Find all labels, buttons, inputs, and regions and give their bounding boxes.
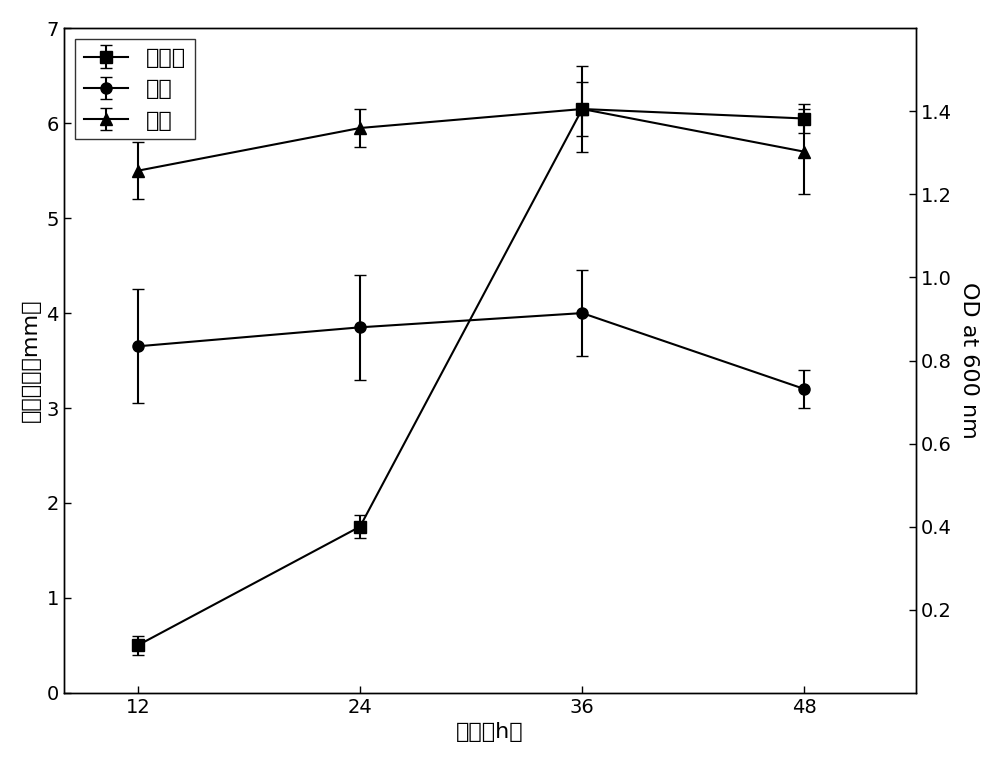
- Legend: 菌浓度, 上清, 菌体: 菌浓度, 上清, 菌体: [75, 40, 195, 140]
- Y-axis label: 抑菌带宽（mm）: 抑菌带宽（mm）: [21, 299, 41, 422]
- Y-axis label: OD at 600 nm: OD at 600 nm: [959, 282, 979, 439]
- X-axis label: 时间（h）: 时间（h）: [456, 722, 523, 742]
